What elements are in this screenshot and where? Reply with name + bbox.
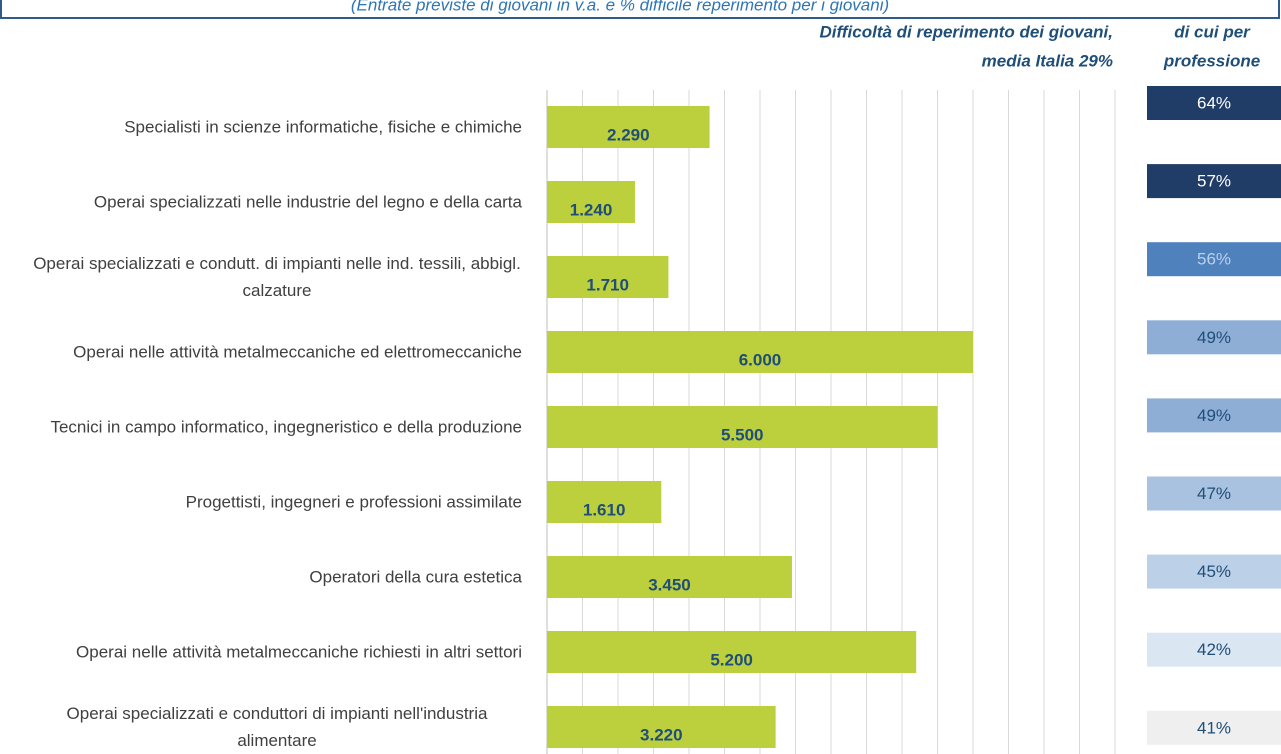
difficulty-label: 57%	[1197, 172, 1231, 191]
category-label: Operai specializzati nelle industrie del…	[93, 192, 522, 212]
category-label: Operai specializzati e conduttori di imp…	[66, 704, 488, 750]
bar	[547, 556, 792, 598]
bar	[547, 181, 636, 223]
bar	[547, 631, 917, 673]
difficulty-label: 41%	[1197, 718, 1231, 737]
difficulty-box	[1147, 632, 1281, 667]
value-label: 3.220	[640, 725, 683, 744]
header-right: di cui per	[1174, 22, 1251, 41]
header-left: Difficoltà di reperimento dei giovani,	[820, 22, 1113, 41]
bar	[547, 706, 776, 748]
difficulty-label: 42%	[1197, 640, 1231, 659]
difficulty-box	[1147, 320, 1281, 355]
difficulty-label: 64%	[1197, 93, 1231, 112]
bar	[547, 106, 710, 148]
value-label: 5.200	[710, 650, 753, 669]
category-label: Operai nelle attività metalmeccaniche ri…	[76, 642, 522, 662]
difficulty-box	[1147, 398, 1281, 433]
category-label: Progettisti, ingegneri e professioni ass…	[185, 492, 522, 512]
difficulty-box	[1147, 86, 1281, 120]
value-label: 1.610	[583, 500, 626, 519]
value-label: 1.240	[570, 200, 613, 219]
category-label: Tecnici in campo informatico, ingegneris…	[50, 417, 522, 437]
bar	[547, 406, 938, 448]
value-label: 6.000	[739, 350, 782, 369]
difficulty-box	[1147, 476, 1281, 511]
difficulty-label: 45%	[1197, 562, 1231, 581]
value-label: 5.500	[721, 425, 764, 444]
value-label: 1.710	[586, 275, 629, 294]
difficulty-label: 47%	[1197, 484, 1231, 503]
title-box	[0, 0, 1280, 19]
difficulty-box	[1147, 710, 1281, 745]
difficulty-label: 49%	[1197, 328, 1231, 347]
value-label: 3.450	[648, 575, 691, 594]
header-left: media Italia 29%	[982, 51, 1113, 70]
category-label: Operai specializzati e condutt. di impia…	[33, 254, 521, 300]
bar	[547, 256, 669, 298]
value-label: 2.290	[607, 125, 650, 144]
difficulty-label: 56%	[1197, 250, 1231, 269]
header-right: professione	[1163, 51, 1260, 70]
category-label: Specialisti in scienze informatiche, fis…	[124, 117, 522, 137]
difficulty-box	[1147, 554, 1281, 589]
difficulty-box	[1147, 164, 1281, 199]
subtitle: (Entrate previste di giovani in v.a. e %…	[351, 0, 889, 14]
difficulty-label: 49%	[1197, 406, 1231, 425]
bar	[547, 331, 973, 373]
category-label: Operai nelle attività metalmeccaniche ed…	[73, 342, 522, 362]
category-label: Operatori della cura estetica	[309, 567, 522, 587]
difficulty-box	[1147, 242, 1281, 277]
bar	[547, 481, 662, 523]
